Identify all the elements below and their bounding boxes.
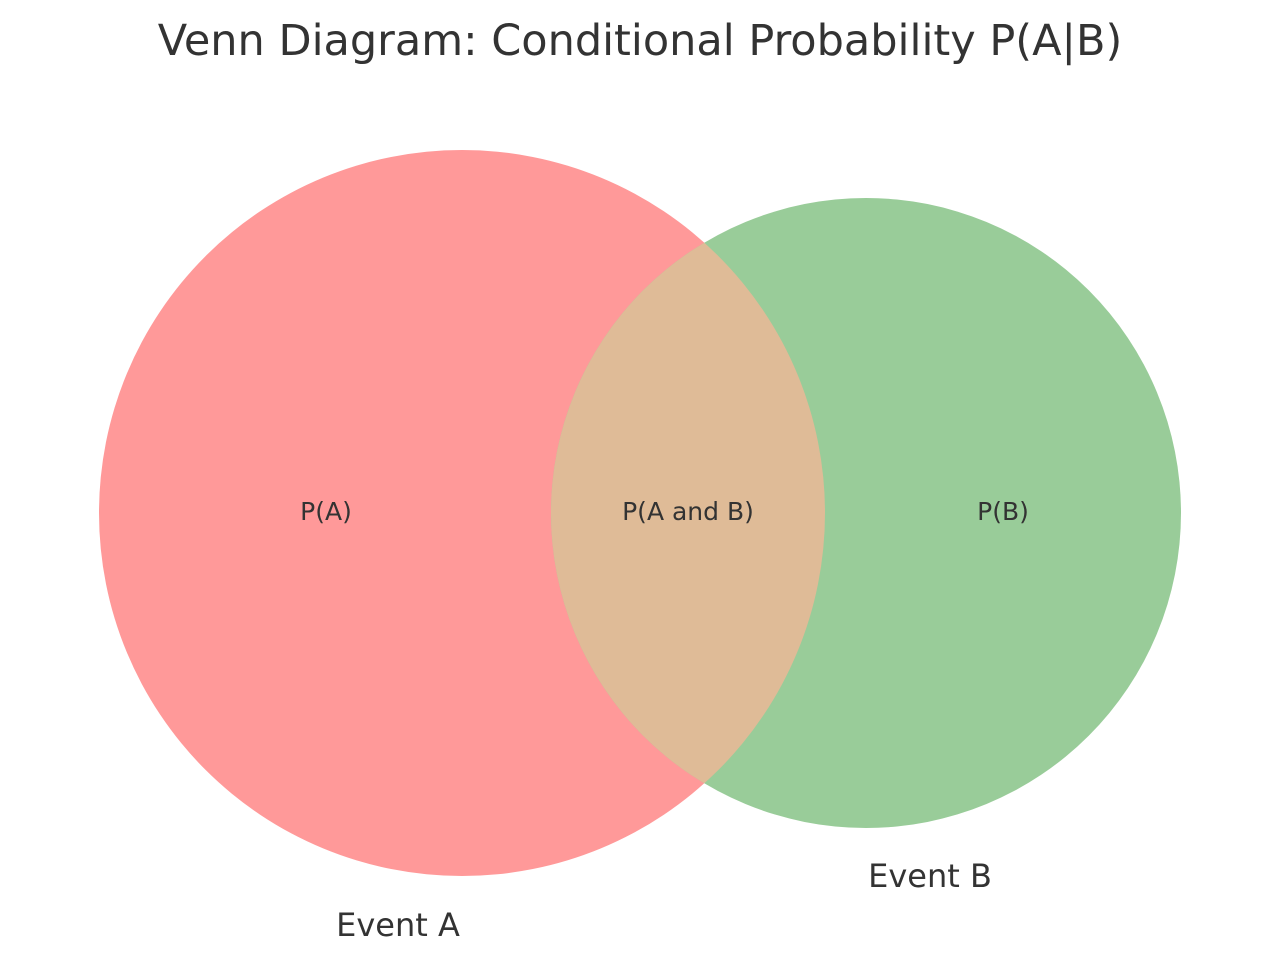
region-label-intersection: P(A and B) [622,497,754,526]
region-label-a: P(A) [300,497,352,526]
diagram-title: Venn Diagram: Conditional Probability P(… [158,16,1123,66]
set-label-b: Event B [868,857,992,895]
region-label-b: P(B) [977,497,1029,526]
set-label-a: Event A [336,906,460,944]
intersection-region [551,198,825,828]
